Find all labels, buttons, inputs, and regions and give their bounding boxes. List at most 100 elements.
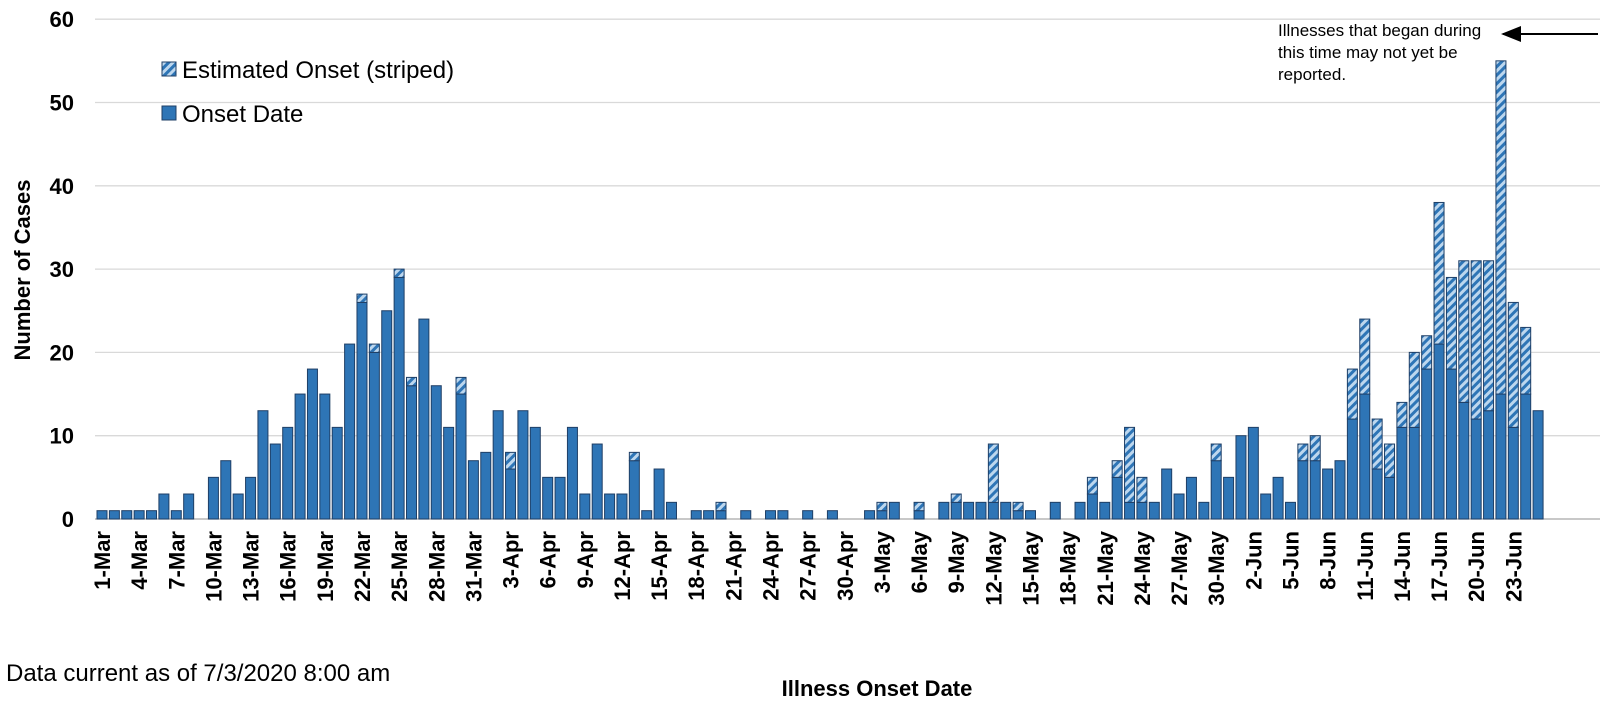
bar-estimated-onset [1124, 426, 1136, 503]
bar-onset-date [616, 493, 628, 520]
x-tick-label: 5-Jun [1278, 531, 1303, 590]
bar-onset-date [1260, 493, 1272, 520]
legend-label-onset: Onset Date [182, 101, 303, 128]
bar-estimated-onset [1445, 276, 1457, 370]
x-tick-label: 8-Jun [1316, 531, 1341, 590]
bar-onset-date [418, 318, 430, 520]
bar-estimated-onset [368, 343, 380, 353]
bar-onset-date [876, 510, 888, 520]
bar-onset-date [158, 493, 170, 520]
bar-estimated-onset [1309, 435, 1321, 462]
bar-estimated-onset [1297, 443, 1309, 462]
bar-onset-date [269, 443, 281, 520]
bar-estimated-onset [1210, 443, 1222, 462]
bar-estimated-onset [715, 501, 727, 512]
bar-estimated-onset [455, 376, 467, 395]
bar-onset-date [566, 426, 578, 520]
bar-onset-date [1421, 368, 1433, 520]
x-tick-label: 19-Mar [313, 531, 338, 602]
bar-estimated-onset [1483, 260, 1495, 412]
bar-onset-date [1049, 501, 1061, 520]
bar-onset-date [1396, 426, 1408, 520]
bar-estimated-onset [1384, 443, 1396, 478]
x-tick-label: 15-Apr [647, 531, 672, 601]
bar-onset-date [1223, 476, 1235, 520]
x-tick-label: 24-Apr [759, 531, 784, 601]
bar-onset-date [133, 510, 145, 520]
bar-onset-date [368, 351, 380, 520]
bar-onset-date [1148, 501, 1160, 520]
bar-onset-date [1173, 493, 1185, 520]
bar-onset-date [665, 501, 677, 520]
bar-onset-date [1235, 435, 1247, 520]
x-tick-label: 30-Apr [833, 531, 858, 601]
legend-label-estimated: Estimated Onset (striped) [182, 57, 454, 84]
x-tick-label: 17-Jun [1427, 531, 1452, 602]
bar-estimated-onset [1470, 260, 1482, 420]
bar-onset-date [1346, 418, 1358, 520]
x-tick-label: 22-Mar [350, 531, 375, 602]
bar-onset-date [703, 510, 715, 520]
bar-onset-date [1136, 501, 1148, 520]
bar-onset-date [1520, 393, 1532, 520]
x-axis-ticks: 1-Mar 4-Mar 7-Mar 10-Mar 13-Mar 16-Mar 19-Mar 2… [90, 530, 1526, 605]
x-tick-label: 9-May [944, 530, 969, 593]
bar-onset-date [1433, 343, 1445, 520]
bar-onset-date [1408, 426, 1420, 520]
bar-estimated-onset [1520, 326, 1532, 395]
bar-onset-date [121, 510, 133, 520]
bar-estimated-onset [1086, 476, 1098, 495]
x-tick-label: 10-Mar [201, 531, 226, 602]
bar-onset-date [146, 510, 158, 520]
bar-onset-date [913, 510, 925, 520]
bar-estimated-onset [628, 451, 640, 462]
bar-estimated-onset [393, 268, 405, 278]
bar-onset-date [529, 426, 541, 520]
x-tick-label: 24-May [1130, 530, 1155, 605]
bar-onset-date [653, 468, 665, 520]
x-tick-label: 2-Jun [1241, 531, 1266, 590]
bar-estimated-onset [1433, 201, 1445, 345]
bar-onset-date [1198, 501, 1210, 520]
bar-onset-date [381, 310, 393, 520]
bar-onset-date [1483, 410, 1495, 520]
y-tick-label: 60 [50, 7, 74, 32]
bar-estimated-onset [505, 451, 517, 470]
bar-onset-date [282, 426, 294, 520]
x-tick-label: 23-Jun [1501, 531, 1526, 602]
bar-onset-date [1185, 476, 1197, 520]
bar-onset-date [542, 476, 554, 520]
legend-swatch-estimated [161, 61, 177, 77]
x-tick-label: 6-May [907, 530, 932, 593]
x-tick-label: 7-Mar [164, 531, 189, 590]
bar-onset-date [554, 476, 566, 520]
bar-onset-date [294, 393, 306, 520]
bar-estimated-onset [1346, 368, 1358, 420]
bar-onset-date [1284, 501, 1296, 520]
x-tick-label: 27-Apr [796, 531, 821, 601]
x-tick-label: 28-Mar [424, 531, 449, 602]
y-axis-title: Number of Cases [10, 180, 35, 361]
bar-onset-date [1000, 501, 1012, 520]
bar-onset-date [1532, 410, 1544, 520]
bar-onset-date [356, 301, 368, 520]
bar-onset-date [455, 393, 467, 520]
bar-onset-date [220, 460, 232, 520]
bar-onset-date [257, 410, 269, 520]
x-tick-label: 11-Jun [1353, 531, 1378, 601]
bar-onset-date [604, 493, 616, 520]
bar-onset-date [430, 385, 442, 520]
legend: Estimated Onset (striped) Onset Date [161, 57, 454, 128]
x-tick-label: 21-Apr [721, 531, 746, 601]
bar-onset-date [1384, 476, 1396, 520]
x-tick-label: 3-Apr [499, 531, 524, 589]
x-tick-label: 21-May [1093, 530, 1118, 605]
y-tick-label: 0 [62, 507, 74, 532]
bar-estimated-onset [1408, 351, 1420, 428]
bar-onset-date [96, 510, 108, 520]
bar-onset-date [467, 460, 479, 520]
bar-estimated-onset [1396, 401, 1408, 428]
legend-swatch-onset [161, 105, 177, 121]
x-tick-label: 13-Mar [239, 531, 264, 602]
